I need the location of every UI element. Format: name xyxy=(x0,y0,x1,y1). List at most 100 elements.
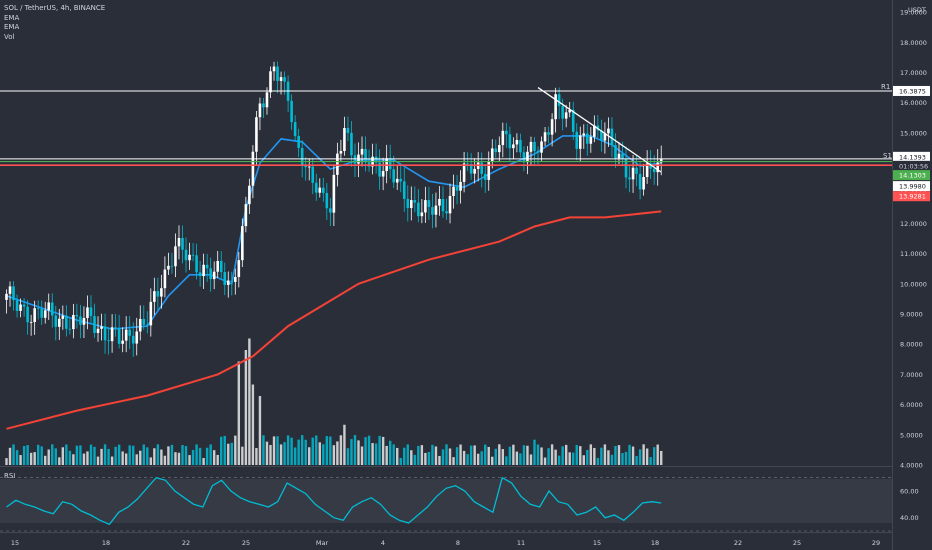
volume-bar xyxy=(33,452,36,465)
candle-body xyxy=(216,260,219,272)
candle-body xyxy=(36,308,40,310)
volume-bar xyxy=(255,448,258,465)
volume-bar xyxy=(413,454,417,465)
candle-body xyxy=(170,265,174,267)
candle-body xyxy=(12,286,15,301)
volume-bar xyxy=(142,444,145,465)
candle-body xyxy=(501,130,505,146)
candle-body xyxy=(586,133,589,144)
volume-bar xyxy=(448,448,452,465)
volume-bar xyxy=(494,448,497,465)
candle-body xyxy=(564,112,568,119)
volume-bar xyxy=(191,450,195,465)
volume-bar xyxy=(293,447,297,465)
candle-body xyxy=(635,167,638,174)
price-tick-label: 5.0000 xyxy=(900,431,923,439)
volume-bar xyxy=(367,435,371,465)
volume-bar xyxy=(68,450,72,465)
candle-body xyxy=(522,152,526,163)
volume-bar xyxy=(360,446,364,465)
candle-body xyxy=(160,288,163,297)
volume-bar xyxy=(614,445,617,465)
volume-bar xyxy=(388,440,392,465)
candle-body xyxy=(22,304,26,307)
candle-body xyxy=(631,167,635,180)
volume-bar xyxy=(318,442,321,465)
candle-body xyxy=(413,200,417,203)
legend-ema-slow[interactable]: EMA xyxy=(4,23,20,31)
candle-body xyxy=(543,132,547,142)
volume-bar xyxy=(642,444,645,465)
volume-bar xyxy=(258,396,262,465)
volume-bar xyxy=(645,448,649,465)
volume-bar xyxy=(110,456,114,465)
volume-bar xyxy=(364,437,367,465)
volume-bar xyxy=(86,451,89,465)
volume-bar xyxy=(139,450,142,465)
volume-bar xyxy=(392,444,395,465)
price-tick-label: 17.0000 xyxy=(900,69,927,77)
legend-ema-fast[interactable]: EMA xyxy=(4,13,20,22)
candle-body xyxy=(177,238,181,247)
candle-body xyxy=(26,306,29,323)
candle-body xyxy=(124,329,128,341)
r1-price-badge: 16.3875 xyxy=(899,87,926,95)
legend-volume[interactable]: Vol xyxy=(4,32,15,41)
r1-price-badge-bg xyxy=(893,85,930,96)
candle-body xyxy=(167,265,170,270)
volume-bar xyxy=(617,445,621,465)
volume-bar xyxy=(476,453,480,465)
volume-bar xyxy=(385,445,388,465)
candle-body xyxy=(406,198,410,209)
volume-bar xyxy=(484,444,487,465)
candle-body xyxy=(452,186,455,197)
volume-bar xyxy=(371,443,374,465)
volume-bar xyxy=(434,446,438,465)
candle-body xyxy=(533,141,536,152)
ema-price-badge: 14.1303 xyxy=(899,172,926,180)
rsi-line xyxy=(6,476,662,526)
time-tick-label: 8 xyxy=(456,539,460,547)
volume-bar xyxy=(279,444,283,465)
candle-body xyxy=(142,318,146,325)
volume-bar xyxy=(480,451,483,465)
candle-body xyxy=(536,151,540,153)
volume-bar xyxy=(132,445,135,465)
candle-body xyxy=(33,308,36,322)
candle-body xyxy=(276,66,279,81)
candle-body xyxy=(72,314,75,330)
volume-bar xyxy=(466,454,469,465)
volume-bar xyxy=(65,444,68,465)
volume-bar xyxy=(547,448,550,465)
candle-body xyxy=(529,141,533,152)
candle-body xyxy=(29,321,33,323)
volume-bar xyxy=(244,350,248,465)
candle-body xyxy=(86,307,89,319)
volume-bar xyxy=(79,445,82,465)
legend: SOL / TetherUS, 4h, BINANCE EMA EMA Vol xyxy=(4,4,105,42)
candle-body xyxy=(420,212,424,217)
candle-body xyxy=(290,100,293,123)
candle-body xyxy=(490,148,494,162)
volume-bar xyxy=(445,444,448,465)
volume-bar xyxy=(212,450,216,465)
volume-bar xyxy=(15,450,19,465)
candle-body xyxy=(8,286,12,294)
volume-bar xyxy=(378,435,381,465)
volume-bar xyxy=(230,442,233,465)
volume-bar xyxy=(26,445,29,465)
volume-bar xyxy=(325,436,329,465)
candle-body xyxy=(346,128,350,133)
candle-body xyxy=(448,196,452,214)
time-tick-label: 18 xyxy=(651,539,659,547)
volume-bar xyxy=(624,451,628,465)
candle-body xyxy=(480,162,483,174)
volume-bar xyxy=(22,446,26,465)
candle-body xyxy=(255,117,258,152)
candle-body xyxy=(58,318,61,327)
candle-body xyxy=(350,132,353,156)
candle-body xyxy=(494,148,498,153)
currency-label: USDT xyxy=(908,6,926,14)
volume-bar xyxy=(519,453,522,465)
